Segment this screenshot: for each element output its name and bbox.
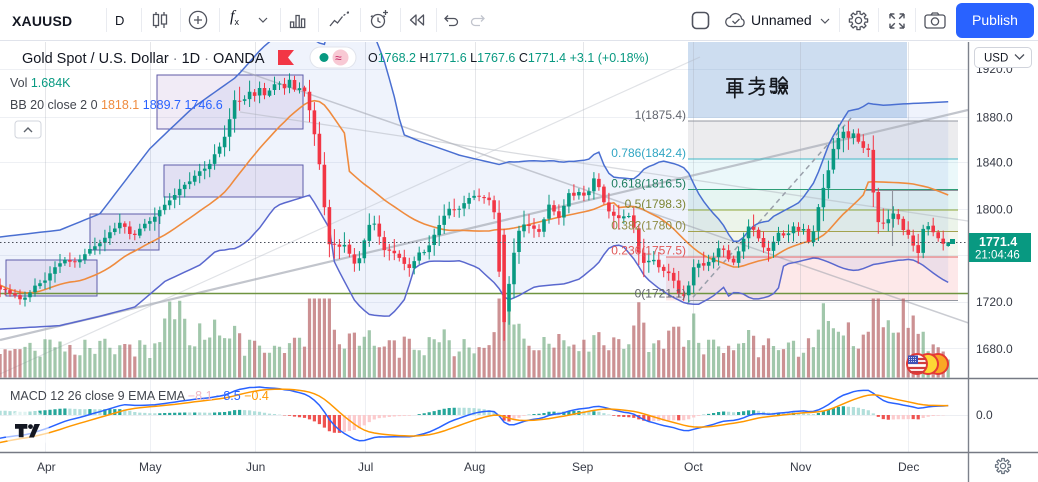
svg-text:0.786(1842.4): 0.786(1842.4) <box>611 146 686 160</box>
svg-text:Oct: Oct <box>684 460 703 474</box>
svg-text:Jul: Jul <box>358 460 373 474</box>
svg-text:21:04:46: 21:04:46 <box>975 250 1020 262</box>
svg-text:≈: ≈ <box>335 51 342 65</box>
svg-text:Aug: Aug <box>464 460 485 474</box>
svg-text:Vol 1.684K: Vol 1.684K <box>10 76 71 90</box>
svg-text:Sep: Sep <box>572 460 594 474</box>
svg-text:0(1721.1): 0(1721.1) <box>635 287 686 301</box>
svg-text:1(1875.4): 1(1875.4) <box>635 108 686 122</box>
svg-text:1800.0: 1800.0 <box>976 203 1013 217</box>
svg-text:Nov: Nov <box>790 460 811 474</box>
svg-text:1840.0: 1840.0 <box>976 156 1013 170</box>
svg-text:1720.0: 1720.0 <box>976 295 1013 309</box>
svg-text:Jun: Jun <box>246 460 265 474</box>
svg-text:1771.4: 1771.4 <box>979 235 1017 249</box>
svg-text:0.5(1798.3): 0.5(1798.3) <box>625 197 686 211</box>
svg-text:May: May <box>139 460 162 474</box>
svg-text:Dec: Dec <box>898 460 919 474</box>
svg-text:0.618(1816.5): 0.618(1816.5) <box>611 177 686 191</box>
svg-text:BB 20 close 2 0 1818.1 1889.7: BB 20 close 2 0 1818.1 1889.7 1746.6 <box>10 98 223 112</box>
svg-text:O1768.2 H1771.6 L1767.6 C1771.: O1768.2 H1771.6 L1767.6 C1771.4 +3.1 (+0… <box>368 51 649 65</box>
svg-text:Apr: Apr <box>37 460 56 474</box>
svg-text:USD: USD <box>984 53 1008 65</box>
svg-text:0.236(1757.5): 0.236(1757.5) <box>611 244 686 258</box>
svg-text:Gold Spot / U.S. Dollar · 1D ·: Gold Spot / U.S. Dollar · 1D · OANDA <box>22 51 265 67</box>
svg-text:1680.0: 1680.0 <box>976 342 1013 356</box>
svg-text:0.382(1780.0): 0.382(1780.0) <box>611 219 686 233</box>
svg-text:0.0: 0.0 <box>976 408 993 422</box>
svg-text:1880.0: 1880.0 <box>976 111 1013 125</box>
svg-text:MACD 12 26 close 9 EMA EMA −8.: MACD 12 26 close 9 EMA EMA −8.1 −8.5 −0.… <box>10 389 269 403</box>
